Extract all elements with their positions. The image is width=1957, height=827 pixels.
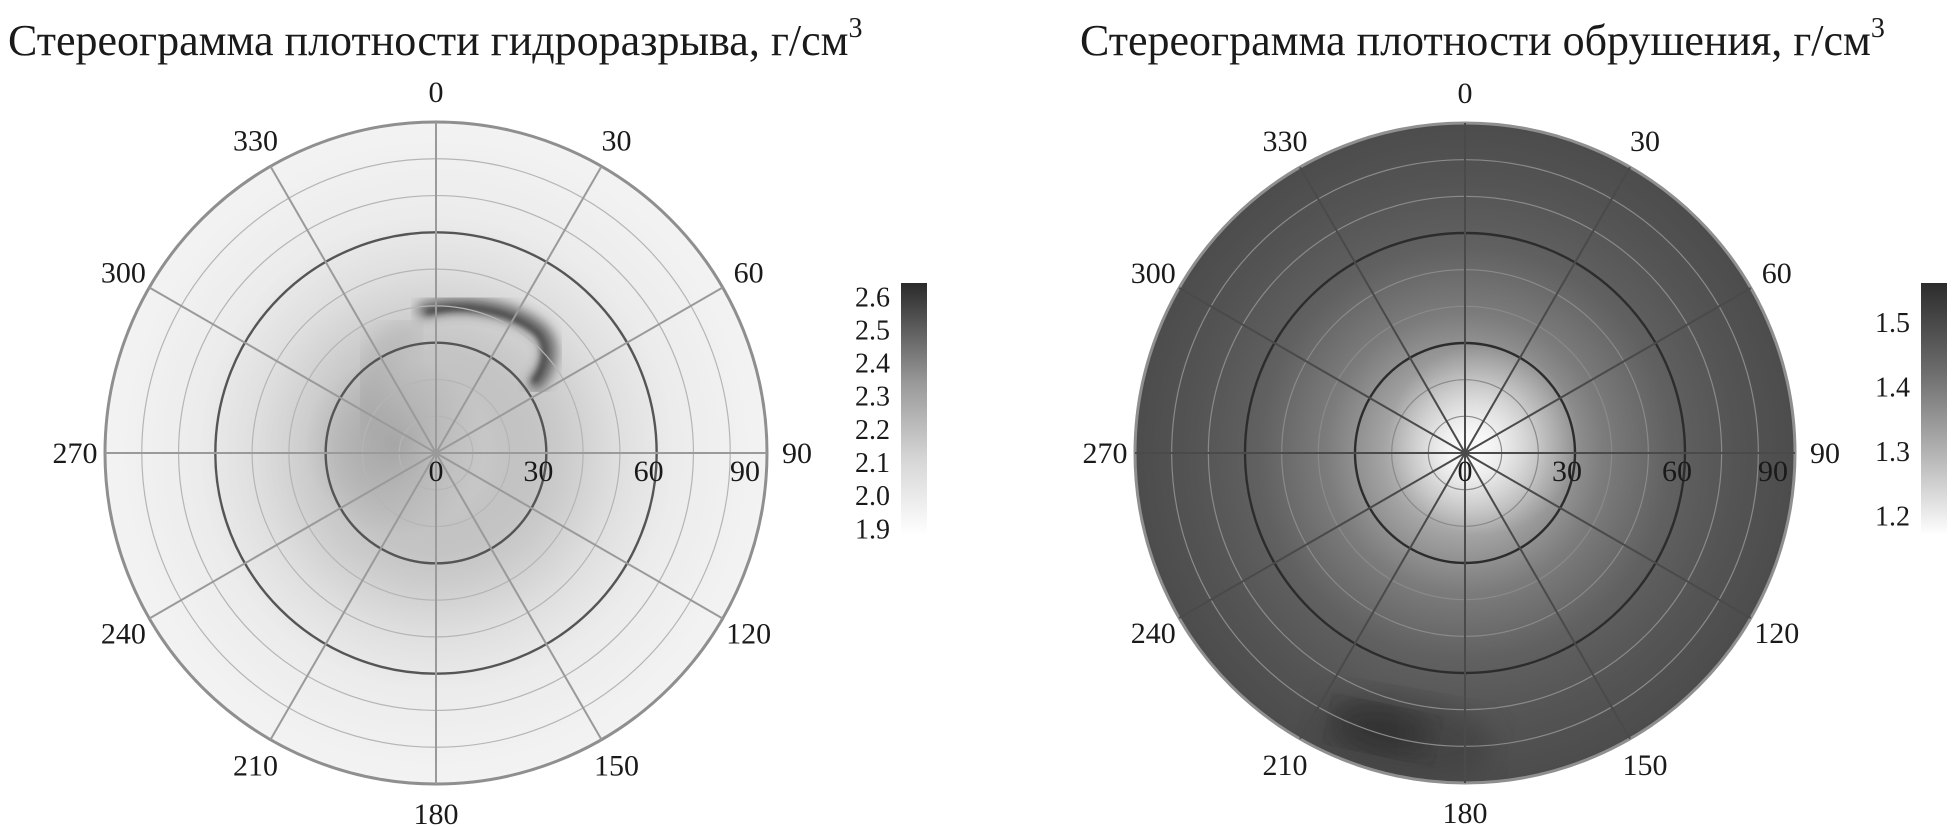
angle-tick-label: 150 [594, 750, 639, 783]
azimuth-spoke [269, 165, 437, 454]
angle-tick-label: 90 [782, 437, 812, 470]
azimuth-spoke [1178, 452, 1466, 619]
colorbar-tick-label: 1.9 [855, 514, 890, 545]
colorbar-tick-label: 2.0 [855, 481, 890, 512]
angle-tick-label: 270 [53, 437, 98, 470]
colorbar-tick-label: 2.2 [855, 415, 890, 446]
azimuth-spoke [1464, 452, 1631, 740]
angle-tick-label: 330 [1263, 125, 1308, 158]
colorbar-gradient [901, 283, 927, 535]
radial-tick-label: 60 [1662, 455, 1692, 488]
radial-labels: 0 30 60 90 [1458, 455, 1789, 488]
azimuth-spoke [1464, 452, 1752, 619]
angle-tick-label: 210 [1263, 749, 1308, 782]
azimuth-spoke [148, 452, 437, 620]
angle-tick-label: 120 [726, 618, 771, 651]
radial-tick-label: 30 [1552, 455, 1582, 488]
angle-tick-label: 60 [734, 257, 764, 290]
radial-labels: 0 30 60 90 [429, 455, 761, 488]
azimuth-spoke [435, 286, 724, 454]
angle-tick-label: 180 [1443, 797, 1488, 827]
azimuth-spoke [435, 452, 603, 741]
colorbar: 1.2 1.3 1.4 1.5 [1875, 283, 1947, 535]
angle-tick-label: 240 [1131, 617, 1176, 650]
azimuth-spoke [1464, 287, 1752, 454]
angle-tick-label: 30 [602, 124, 632, 157]
azimuth-spoke [1464, 166, 1631, 454]
azimuth-spoke [435, 165, 603, 454]
colorbar-gradient [1921, 283, 1947, 535]
colorbar-tick-label: 2.3 [855, 382, 890, 413]
radial-tick-label: 60 [634, 455, 664, 488]
azimuth-spoke [435, 452, 724, 620]
angle-tick-label: 0 [1458, 77, 1473, 110]
azimuth-spoke [269, 452, 437, 741]
angle-tick-label: 300 [1131, 257, 1176, 290]
angle-tick-label: 270 [1083, 437, 1128, 470]
chart-collapse-density: Стереограмма плотности обрушения, г/см3 … [1080, 13, 1947, 827]
radial-tick-label: 90 [730, 455, 760, 488]
colorbar-ticks: 1.2 1.3 1.4 1.5 [1875, 308, 1910, 533]
azimuth-spoke [1299, 166, 1466, 454]
colorbar-tick-label: 1.4 [1875, 372, 1910, 403]
angle-tick-label: 240 [101, 618, 146, 651]
chart-fracture-density: Стереограмма плотности гидроразрыва, г/с… [8, 13, 927, 827]
chart-title: Стереограмма плотности обрушения, г/см3 [1080, 13, 1885, 65]
polar-grid [1133, 121, 1797, 785]
radial-tick-label: 90 [1758, 455, 1788, 488]
angle-tick-label: 300 [101, 257, 146, 290]
colorbar-tick-label: 2.5 [855, 315, 890, 346]
colorbar-tick-label: 1.2 [1875, 502, 1910, 533]
colorbar: 1.92.02.12.22.32.42.52.6 [855, 282, 927, 545]
radial-tick-label: 0 [1458, 455, 1473, 488]
polar-grid [103, 120, 769, 786]
azimuth-spoke [1299, 452, 1466, 740]
azimuth-spoke [1178, 287, 1466, 454]
radial-tick-label: 0 [429, 455, 444, 488]
angle-tick-label: 210 [233, 750, 278, 783]
angle-tick-label: 0 [429, 76, 444, 109]
colorbar-tick-label: 1.3 [1875, 437, 1910, 468]
angle-tick-label: 180 [414, 798, 459, 827]
angle-tick-label: 30 [1630, 125, 1660, 158]
colorbar-tick-label: 2.6 [855, 282, 890, 313]
chart-title: Стереограмма плотности гидроразрыва, г/с… [8, 13, 862, 65]
azimuth-spoke [148, 286, 437, 454]
colorbar-tick-label: 1.5 [1875, 308, 1910, 339]
radial-tick-label: 30 [523, 455, 553, 488]
angle-tick-label: 150 [1623, 749, 1668, 782]
colorbar-tick-label: 2.4 [855, 349, 890, 380]
colorbar-ticks: 1.92.02.12.22.32.42.52.6 [855, 282, 890, 545]
angle-tick-label: 90 [1810, 437, 1840, 470]
angle-tick-label: 60 [1762, 257, 1792, 290]
angle-tick-label: 330 [233, 124, 278, 157]
colorbar-tick-label: 2.1 [855, 448, 890, 479]
angle-tick-label: 120 [1754, 617, 1799, 650]
